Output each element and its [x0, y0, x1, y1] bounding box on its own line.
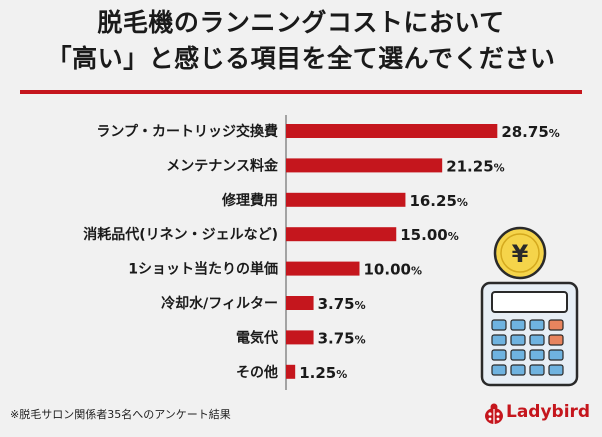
- currency-symbol: ¥: [512, 240, 529, 268]
- calculator-key: [548, 319, 564, 331]
- calculator-key: [491, 319, 507, 331]
- chart-title-line2: 「高い」と感じる項目を全て選んでください: [46, 44, 556, 73]
- bar: [286, 192, 406, 207]
- value-label: 3.75%: [318, 295, 366, 313]
- value-label: 15.00%: [400, 226, 458, 244]
- value-label: 10.00%: [364, 261, 422, 279]
- calculator-key: [529, 349, 545, 361]
- bar: [286, 296, 314, 310]
- value-unit: %: [494, 161, 505, 174]
- calculator-key: [491, 364, 507, 376]
- category-label: 消耗品代(リネン・ジェルなど): [83, 226, 278, 243]
- calculator-key: [491, 349, 507, 361]
- category-label: ランプ・カートリッジ交換費: [96, 123, 278, 140]
- bar: [286, 261, 360, 276]
- value-unit: %: [336, 368, 347, 381]
- chart-title-line1: 脱毛機のランニングコストにおいて: [97, 8, 505, 37]
- calculator-key: [510, 334, 526, 346]
- calculator-key: [529, 334, 545, 346]
- value-unit: %: [457, 196, 468, 209]
- value-number: 21.25: [446, 157, 493, 175]
- ladybug-icon: [485, 403, 503, 424]
- value-number: 1.25: [299, 364, 336, 382]
- value-number: 16.25: [409, 192, 456, 210]
- value-number: 10.00: [364, 261, 411, 279]
- title-underline: [20, 90, 582, 94]
- calculator-key: [529, 319, 545, 331]
- bar: [286, 364, 296, 379]
- value-unit: %: [355, 299, 366, 312]
- value-label: 3.75%: [318, 329, 366, 347]
- calculator-key: [510, 349, 526, 361]
- coin-icon: ¥: [493, 226, 547, 280]
- value-number: 28.75: [501, 123, 548, 141]
- calculator-coin-illustration: ¥: [480, 226, 579, 387]
- calculator-key: [529, 364, 545, 376]
- value-label: 16.25%: [409, 192, 467, 210]
- category-label: メンテナンス料金: [166, 157, 279, 174]
- calculator-icon: [480, 281, 579, 387]
- category-label: その他: [236, 364, 278, 381]
- value-label: 28.75%: [501, 123, 559, 141]
- footnote: ※脱毛サロン関係者35名へのアンケート結果: [10, 408, 231, 421]
- value-unit: %: [448, 230, 459, 243]
- value-unit: %: [355, 333, 366, 346]
- calculator-key: [548, 349, 564, 361]
- value-label: 1.25%: [299, 364, 347, 382]
- value-number: 3.75: [318, 295, 355, 313]
- bar: [286, 330, 314, 345]
- value-unit: %: [411, 265, 422, 278]
- bar: [286, 158, 443, 173]
- brand-logo: Ladybird: [484, 401, 594, 427]
- bar: [286, 227, 397, 242]
- category-label: 冷却水/フィルター: [161, 295, 278, 312]
- value-number: 15.00: [400, 226, 447, 244]
- bar: [286, 124, 498, 138]
- category-label: 修理費用: [221, 192, 278, 209]
- calculator-key: [548, 334, 564, 346]
- calculator-key: [548, 364, 564, 376]
- brand-name: Ladybird: [506, 402, 591, 422]
- value-number: 3.75: [318, 329, 355, 347]
- category-label: 1ショット当たりの単価: [128, 261, 278, 278]
- calculator-key: [510, 319, 526, 331]
- value-label: 21.25%: [446, 157, 504, 175]
- value-unit: %: [549, 127, 560, 140]
- calculator-key: [491, 334, 507, 346]
- calculator-key: [510, 364, 526, 376]
- category-label: 電気代: [236, 329, 278, 346]
